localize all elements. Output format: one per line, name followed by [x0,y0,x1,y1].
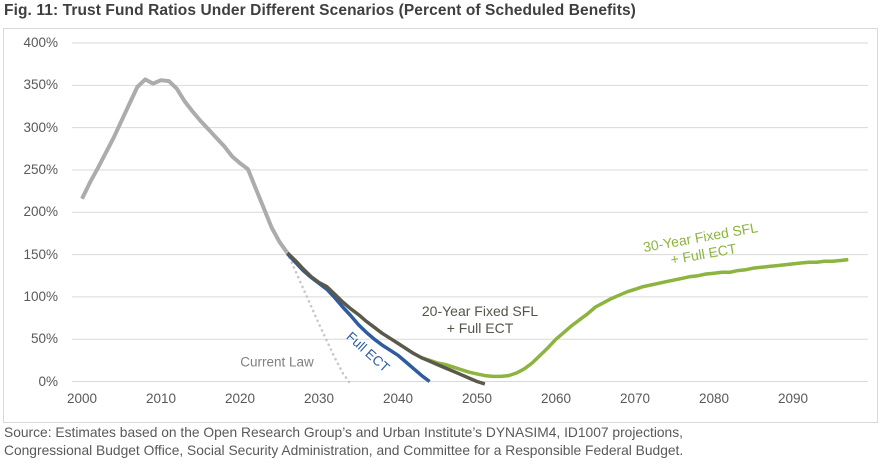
source-note: Source: Estimates based on the Open Rese… [4,424,878,459]
y-axis-tick-label: 100% [23,288,58,304]
label-20-year-line1: 20-Year Fixed SFL [421,303,539,319]
x-axis-tick-label: 2040 [382,391,414,406]
x-axis-tick-label: 2030 [303,391,335,406]
x-axis-tick-label: 2000 [66,391,98,406]
series-line [286,251,352,386]
label-20-year-line2: + Full ECT [446,320,514,336]
label-20-year-fixed-sfl: 20-Year Fixed SFL + Full ECT [422,303,538,337]
series-line [421,257,849,379]
source-note-line2: Congressional Budget Office, Social Secu… [4,442,684,458]
x-axis-tick-label: 2010 [145,391,177,406]
x-axis-tick-label: 2090 [777,391,809,406]
y-axis-tick-label: 300% [23,119,58,135]
chart-plot-area [3,28,878,423]
x-axis-tick-label: 2070 [619,391,651,406]
y-axis-tick-label: 200% [23,204,58,220]
y-axis-tick-label: 250% [23,161,58,177]
y-axis-tick-label: 0% [38,373,58,389]
x-axis-tick-label: 2080 [698,391,730,406]
x-axis-tick-label: 2050 [461,391,493,406]
y-axis-tick-label: 50% [30,331,58,347]
series-line [286,251,486,386]
x-axis-tick-label: 2020 [224,391,256,406]
y-axis-tick-label: 350% [23,77,58,93]
x-axis-tick-label: 2060 [540,391,572,406]
y-axis-tick-label: 150% [23,246,58,262]
y-axis-tick-label: 400% [23,35,58,50]
series-line [80,77,290,255]
chart-title: Fig. 11: Trust Fund Ratios Under Differe… [4,2,636,19]
source-note-line1: Source: Estimates based on the Open Rese… [4,425,683,440]
label-current-law: Current Law [240,354,314,370]
